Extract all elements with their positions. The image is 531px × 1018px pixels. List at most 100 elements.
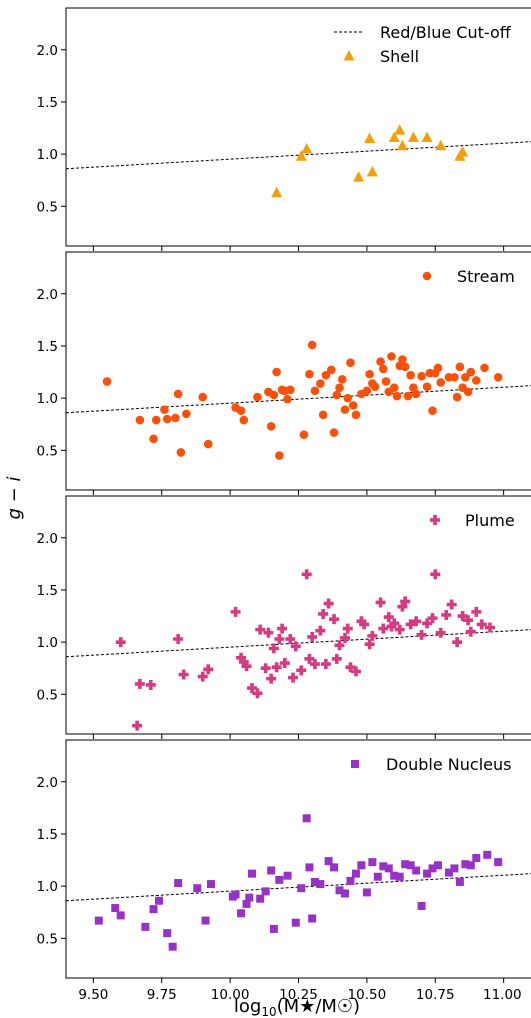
data-point	[403, 391, 413, 401]
data-point	[206, 880, 215, 889]
data-point	[134, 678, 145, 689]
data-point	[163, 929, 172, 938]
cutoff-line	[65, 385, 531, 414]
data-point	[452, 637, 463, 648]
data-point	[316, 880, 325, 889]
data-point	[357, 861, 366, 870]
data-point	[203, 664, 214, 675]
data-point	[102, 377, 112, 386]
data-point	[296, 665, 307, 676]
y-tick-label: 2.0	[37, 287, 58, 303]
x-tick-labels: 9.50 9.75 10.00 10.25 10.50 10.75 11.00	[78, 987, 521, 1003]
data-point	[330, 863, 339, 872]
data-point	[457, 611, 468, 622]
data-point	[421, 131, 433, 142]
data-point	[351, 869, 360, 878]
panels: 0.5 1.0 1.5 2.0 Red/Blue Cut-off Shell 0.5 1.0 1…	[37, 7, 531, 1003]
data-point	[327, 365, 336, 375]
legend-label: Double Nucleus	[386, 755, 511, 774]
y-tick-label: 1.0	[37, 635, 58, 651]
data-point	[203, 439, 213, 449]
data-point	[398, 355, 407, 364]
data-point	[335, 886, 344, 895]
data-point	[381, 377, 391, 386]
y-tick-label: 2.0	[37, 531, 58, 547]
data-point	[400, 596, 411, 607]
data-point	[346, 358, 355, 367]
data-point	[256, 894, 265, 903]
data-point	[365, 369, 374, 379]
legend-cutoff-label: Red/Blue Cut-off	[380, 23, 512, 42]
data-point	[272, 367, 281, 377]
data-point	[290, 641, 301, 652]
data-point	[343, 393, 353, 403]
data-point	[476, 619, 487, 630]
data-point	[323, 598, 334, 609]
data-point	[271, 662, 282, 673]
data-point	[275, 451, 284, 460]
data-point	[182, 409, 191, 419]
data-point	[252, 688, 263, 699]
data-point	[308, 914, 317, 923]
data-point	[351, 410, 361, 420]
data-point	[394, 624, 405, 635]
x-axis-label-log: log	[234, 996, 261, 1017]
data-point	[198, 392, 208, 402]
data-point	[386, 621, 397, 632]
data-point	[285, 385, 295, 395]
data-point	[201, 916, 210, 925]
data-point	[248, 869, 256, 878]
legend-marker	[430, 515, 441, 525]
data-point	[428, 406, 437, 415]
data-point	[261, 887, 270, 896]
data-point	[320, 659, 331, 670]
data-point	[368, 858, 377, 867]
data-point	[405, 619, 416, 630]
data-point	[176, 448, 186, 457]
data-point	[463, 387, 473, 397]
data-point	[236, 406, 246, 415]
y-tick-label: 1.5	[37, 583, 58, 599]
panel-1: 0.5 1.0 1.5 2.0 Red/Blue Cut-off Shell	[37, 7, 531, 251]
x-tick-label: 10.75	[416, 987, 455, 1003]
data-point	[230, 606, 241, 617]
data-point	[288, 672, 299, 683]
data-point	[236, 652, 247, 663]
data-point	[279, 658, 290, 669]
data-point	[263, 627, 274, 638]
data-point	[422, 618, 433, 629]
x-axis-label-rest: (M★/M☉)	[277, 996, 360, 1017]
data-point	[412, 866, 421, 875]
data-point	[345, 662, 356, 673]
data-point	[416, 629, 427, 640]
data-point	[389, 383, 399, 393]
data-point	[466, 367, 476, 377]
data-point	[472, 853, 481, 862]
panel-frame	[65, 251, 531, 491]
data-point	[483, 850, 492, 859]
data-point	[247, 683, 257, 694]
data-point	[295, 150, 307, 161]
data-point	[173, 634, 184, 645]
data-point	[461, 372, 470, 382]
data-point	[94, 916, 103, 925]
x-axis-label-sub: 10	[261, 1005, 276, 1018]
data-point	[417, 901, 426, 910]
data-point	[378, 364, 388, 374]
y-tick-label: 0.5	[37, 199, 58, 215]
legend-label: Stream	[457, 267, 515, 286]
data-point	[375, 597, 386, 608]
data-point	[493, 372, 503, 382]
data-point	[141, 922, 150, 931]
data-point	[350, 666, 361, 677]
data-point	[433, 363, 443, 373]
legend-label: Plume	[465, 511, 515, 530]
data-point	[376, 357, 385, 366]
data-point	[480, 363, 489, 373]
data-point	[324, 857, 333, 866]
cutoff-line	[65, 141, 531, 170]
data-point	[423, 869, 432, 878]
data-point	[297, 884, 306, 893]
data-point	[341, 889, 349, 898]
data-point	[401, 860, 410, 869]
